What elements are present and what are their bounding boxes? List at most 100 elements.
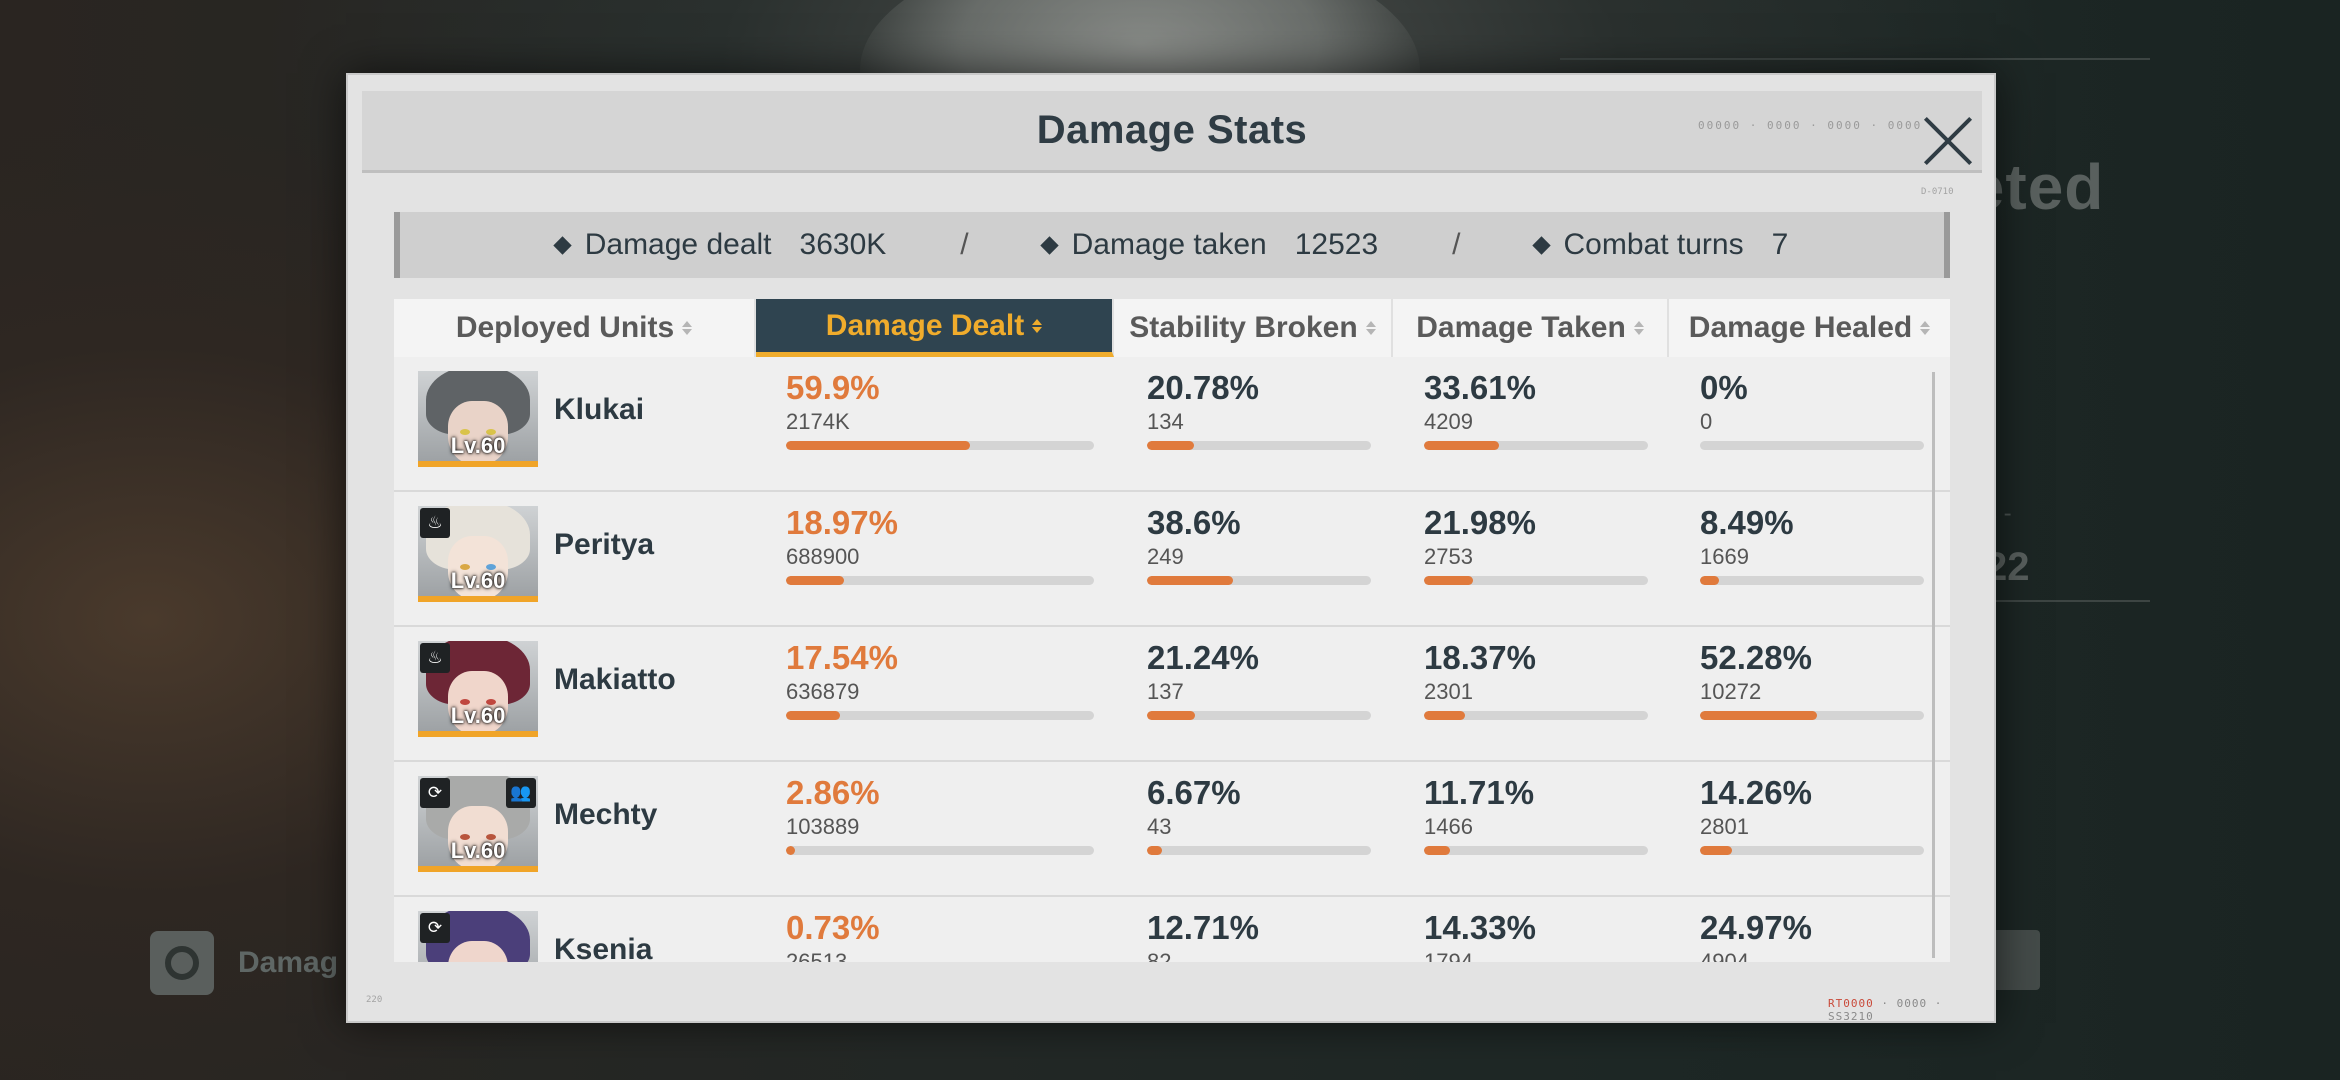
unit-level: Lv.60 [418,838,538,864]
damage-taken-cell: 21.98% 2753 [1424,504,1648,585]
dialog-title: Damage Stats [1037,108,1308,153]
decor-code: 220 [366,995,382,1005]
damage-taken-value: 2753 [1424,544,1648,570]
decor-code: D-0710 [1921,187,1954,197]
decor-code: RT0000 · 0000 · SS3210 [1828,997,1994,1023]
summary-value: 12523 [1295,228,1378,262]
stability-broken-percent: 21.24% [1147,639,1371,677]
dialog-header: Damage Stats 00000 · 0000 · 0000 · 0000 [362,91,1982,173]
damage-stats-dialog: Damage Stats 00000 · 0000 · 0000 · 0000 … [346,73,1996,1023]
damage-dealt-value: 636879 [786,679,1094,705]
damage-dealt-cell: 18.97% 688900 [786,504,1094,585]
damage-healed-percent: 14.26% [1700,774,1924,812]
unit-level: Lv.60 [418,433,538,459]
sort-icon [1032,319,1042,333]
sort-icon [1366,321,1376,335]
bar-fill [1424,711,1465,720]
damage-taken-bar [1424,711,1648,720]
damage-dealt-cell: 59.9% 2174K [786,369,1094,450]
damage-taken-cell: 11.71% 1466 [1424,774,1648,855]
stability-broken-percent: 12.71% [1147,909,1371,947]
table-row[interactable]: ⟳ Lv.60 Ksenia 0.73% 26513 12.71% 82 14.… [394,897,1950,962]
summary-label: Damage taken [1072,228,1267,262]
damage-dealt-cell: 0.73% 26513 [786,909,1094,962]
stability-broken-bar [1147,846,1371,855]
stability-broken-cell: 20.78% 134 [1147,369,1371,450]
damage-taken-value: 1466 [1424,814,1648,840]
damage-healed-percent: 24.97% [1700,909,1924,947]
tab-deployed-units[interactable]: Deployed Units [394,299,756,357]
damage-taken-bar [1424,576,1648,585]
unit-stats-table[interactable]: Lv.60 Klukai 59.9% 2174K 20.78% 134 33.6… [394,357,1950,962]
tab-label: Damage Healed [1689,311,1912,345]
tab-label: Damage Dealt [826,309,1024,343]
bar-fill [1424,576,1473,585]
class-icon: ⟳ [420,913,450,943]
battle-summary: Damage dealt 3630K / Damage taken 12523 … [394,212,1950,278]
damage-dealt-percent: 2.86% [786,774,1094,812]
sort-icon [1920,321,1930,335]
damage-healed-bar [1700,846,1924,855]
tab-label: Damage Taken [1416,311,1626,345]
stability-broken-bar [1147,441,1371,450]
stability-broken-bar [1147,711,1371,720]
damage-healed-value: 2801 [1700,814,1924,840]
damage-healed-cell: 14.26% 2801 [1700,774,1924,855]
table-scrollbar[interactable] [1932,372,1935,958]
summary-damage-dealt: Damage dealt 3630K [556,228,887,262]
bar-fill [1700,576,1719,585]
tab-damage-taken[interactable]: Damage Taken [1393,299,1669,357]
damage-taken-cell: 33.61% 4209 [1424,369,1648,450]
stability-broken-value: 249 [1147,544,1371,570]
table-row[interactable]: ♨ Lv.60 Peritya 18.97% 688900 38.6% 249 … [394,492,1950,627]
damage-dealt-percent: 0.73% [786,909,1094,947]
damage-dealt-bar [786,576,1094,585]
table-row[interactable]: ⟳ 👥 Lv.60 Mechty 2.86% 103889 6.67% 43 1… [394,762,1950,897]
sort-icon [1634,321,1644,335]
damage-dealt-bar [786,846,1094,855]
damage-healed-bar [1700,441,1924,450]
damage-healed-cell: 8.49% 1669 [1700,504,1924,585]
support-icon: 👥 [506,778,536,808]
tab-stability-broken[interactable]: Stability Broken [1114,299,1393,357]
unit-avatar: Lv.60 [418,371,538,467]
stability-broken-cell: 6.67% 43 [1147,774,1371,855]
class-icon: ♨ [420,643,450,673]
damage-taken-value: 2301 [1424,679,1648,705]
damage-dealt-cell: 17.54% 636879 [786,639,1094,720]
close-icon[interactable] [1920,113,1976,169]
summary-damage-taken: Damage taken 12523 [1043,228,1379,262]
background-divider [1980,600,2150,602]
damage-healed-value: 1669 [1700,544,1924,570]
bar-fill [1700,846,1732,855]
damage-taken-cell: 18.37% 2301 [1424,639,1648,720]
damage-taken-percent: 14.33% [1424,909,1648,947]
unit-avatar: ♨ Lv.60 [418,641,538,737]
summary-label: Damage dealt [585,228,772,262]
tab-damage-healed[interactable]: Damage Healed [1669,299,1950,357]
tab-label: Deployed Units [456,311,674,345]
damage-dealt-value: 26513 [786,949,1094,962]
damage-dealt-bar [786,711,1094,720]
summary-label: Combat turns [1564,228,1744,262]
damage-healed-bar [1700,576,1924,585]
damage-dealt-value: 688900 [786,544,1094,570]
summary-separator: / [960,228,968,262]
damage-stats-button-label: Damag [238,946,338,980]
damage-taken-percent: 33.61% [1424,369,1648,407]
damage-taken-percent: 11.71% [1424,774,1648,812]
unit-avatar: ♨ Lv.60 [418,506,538,602]
bar-fill [786,711,840,720]
table-row[interactable]: ♨ Lv.60 Makiatto 17.54% 636879 21.24% 13… [394,627,1950,762]
diamond-icon [553,236,571,254]
unit-name: Makiatto [554,663,676,697]
unit-name: Ksenia [554,933,652,962]
table-row[interactable]: Lv.60 Klukai 59.9% 2174K 20.78% 134 33.6… [394,357,1950,492]
damage-taken-bar [1424,441,1648,450]
sort-icon [682,321,692,335]
class-icon: ⟳ [420,778,450,808]
tab-damage-dealt[interactable]: Damage Dealt [756,299,1114,357]
diamond-icon [1040,236,1058,254]
bar-fill [786,846,795,855]
stability-broken-percent: 38.6% [1147,504,1371,542]
